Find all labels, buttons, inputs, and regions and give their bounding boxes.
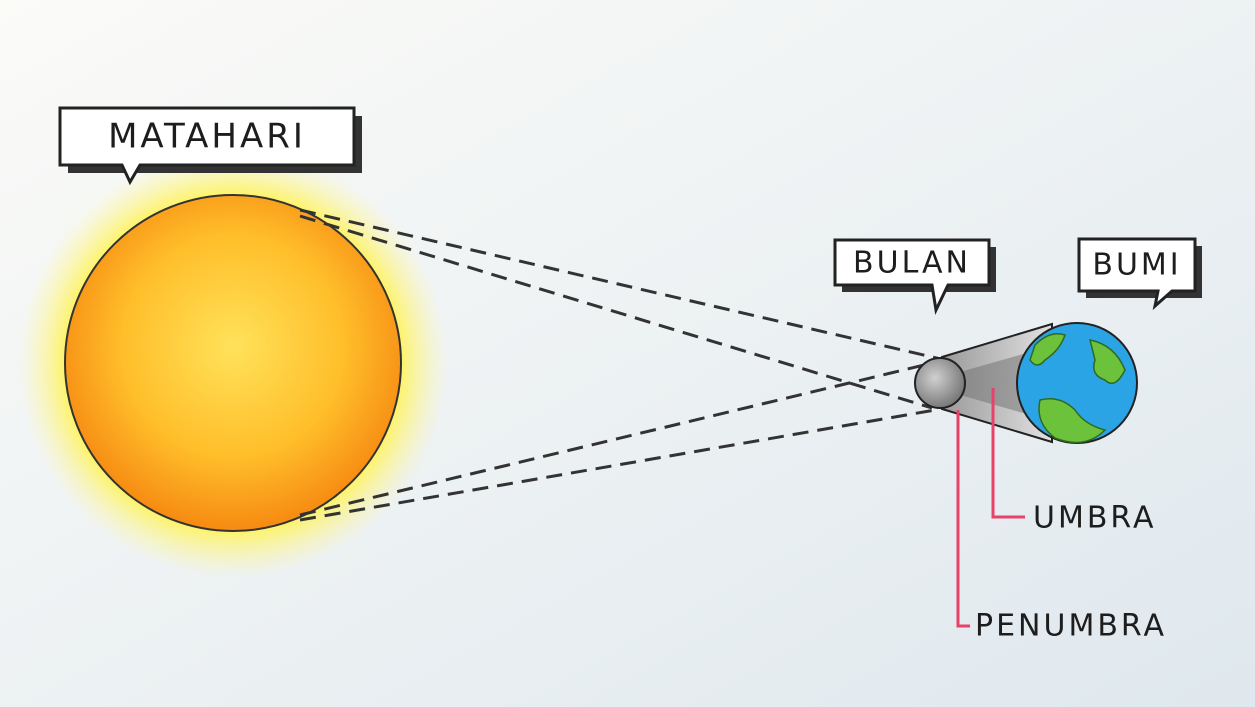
moon [915, 358, 965, 408]
penumbra-label: PENUMBRA [975, 609, 1167, 644]
umbra-label: UMBRA [1033, 501, 1157, 536]
sun-name: MATAHARI [108, 117, 306, 157]
moon-name: BULAN [853, 246, 971, 281]
sun-label: MATAHARI [60, 108, 362, 182]
earth-label: BUMI [1079, 239, 1202, 306]
eclipse-diagram: MATAHARI BULAN BUMI UMBRA PENUMBRA [0, 0, 1255, 707]
earth-name: BUMI [1092, 248, 1181, 283]
sun [65, 195, 401, 531]
